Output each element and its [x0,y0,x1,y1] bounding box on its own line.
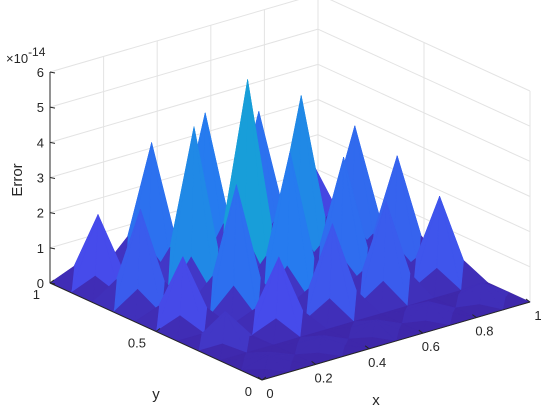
x-tick-mark [257,376,263,381]
x-tick-mark [311,360,316,365]
x-tick-label: 0.2 [315,370,333,385]
y-axis-label: y [152,386,160,403]
y-tick-mark [155,328,161,332]
y-tick-label: 0.5 [128,336,146,351]
x-tick-label: 0.4 [368,355,386,370]
z-tick-mark [49,247,56,250]
x-axis-line [261,301,531,381]
z-exponent-label: ×10-14 [6,45,46,66]
z-tick-mark [49,71,56,74]
z-tick-mark [49,282,56,285]
gridline-z [49,28,319,108]
x-tick-label: 1 [534,308,541,323]
z-tick-mark [49,177,56,179]
z-tick-label: 1 [37,241,44,256]
z-axis-label: Error [9,163,26,196]
x-tick-mark [364,345,370,350]
surface-mesh [49,79,531,381]
x-tick-mark [418,329,424,334]
x-tick-label: 0.6 [422,339,440,354]
x-tick-label: 0 [266,386,273,401]
y-tick-label: 1 [33,287,40,302]
z-tick-mark [49,212,56,215]
axis-lines [49,71,531,381]
z-tick-label: 0 [37,276,44,291]
surface-facet [219,359,244,371]
gridline-z [49,99,319,178]
z-tick-label: 2 [37,206,44,221]
gridline-z [49,63,319,143]
x-tick-mark [472,314,477,319]
x-axis-label: x [372,392,380,409]
y-tick-label: 0 [245,384,252,399]
z-tick-label: 4 [37,135,44,150]
gridline-z [49,134,319,214]
z-tick-label: 3 [37,171,44,186]
x-tick-label: 0.8 [475,324,493,339]
z-tick-mark [49,106,56,109]
gridline-z [49,0,300,73]
z-tick-label: 5 [37,100,44,115]
z-tick-mark [49,141,56,144]
y-tick-mark [261,376,267,381]
z-tick-label: 6 [37,65,44,80]
y-tick-mark [49,279,55,284]
surface-facet [240,369,266,381]
x-tick-mark [525,298,531,303]
